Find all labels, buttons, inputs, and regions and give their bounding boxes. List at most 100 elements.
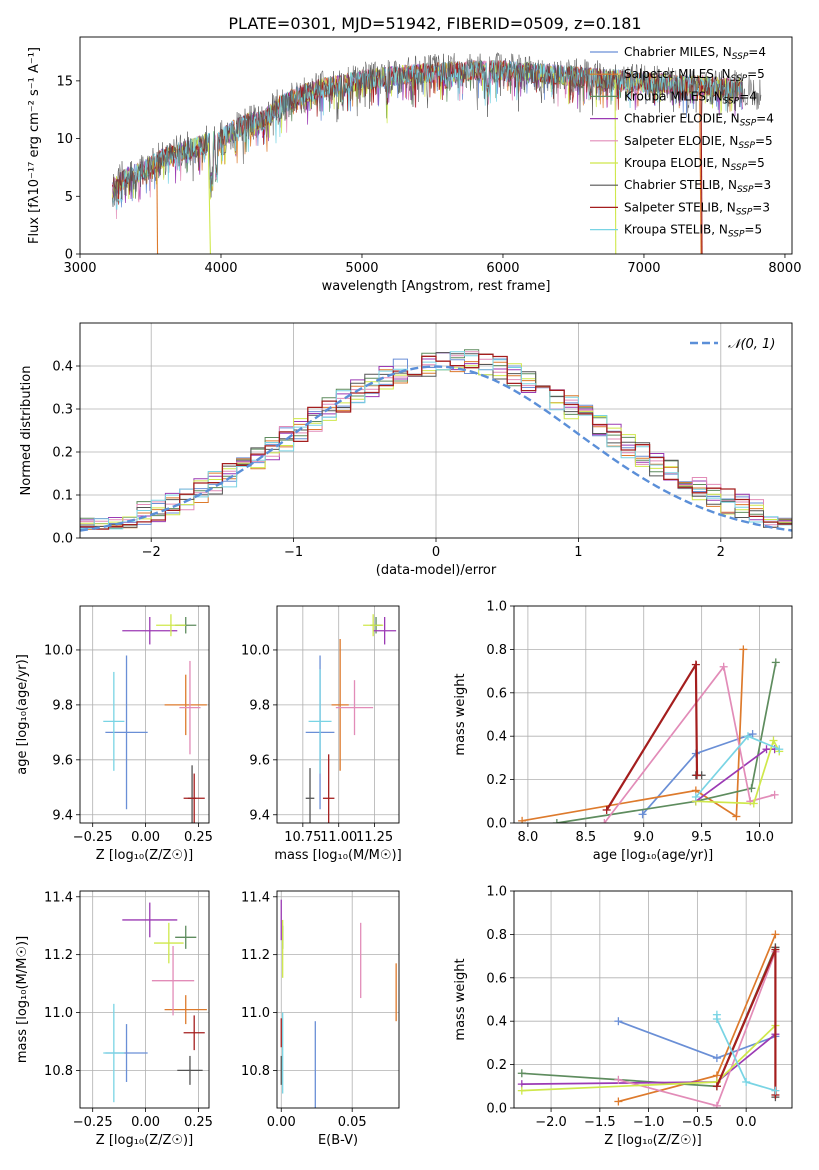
x-tick-label: −0.5 bbox=[682, 1115, 714, 1130]
weight-line-4 bbox=[603, 664, 775, 823]
panel-ebv-mass: 0.00 0.05 10.8 11.0 11.2 11.4 E(B-V) bbox=[241, 890, 400, 1148]
y-tick-label: 0.2 bbox=[486, 1058, 507, 1073]
panel-residuals: −2 −1 0 1 2 0.0 0.1 0.2 0.3 0.4 (data-model)/error… bbox=[19, 322, 793, 578]
y-tick-label: 10.8 bbox=[241, 1064, 270, 1079]
axes-frame bbox=[513, 605, 793, 824]
x-tick-label: 8000 bbox=[768, 261, 801, 276]
y-tick-label: 9.6 bbox=[52, 753, 73, 768]
x-tick-label: −1 bbox=[284, 545, 303, 560]
residual-histogram-7 bbox=[80, 353, 792, 530]
plot-area bbox=[112, 52, 762, 254]
x-axis-label: (data-model)/error bbox=[376, 563, 497, 578]
x-tick-label: 6000 bbox=[486, 261, 519, 276]
y-tick-label: 11.2 bbox=[44, 948, 73, 963]
x-tick-label: 0.25 bbox=[184, 1115, 213, 1130]
legend-label: Salpeter STELIB, NSSP=3 bbox=[624, 200, 770, 217]
x-tick-label: 0 bbox=[432, 545, 440, 560]
y-tick-label: 0.4 bbox=[52, 360, 73, 375]
spectrum-edge bbox=[156, 162, 159, 254]
y-axis-label: mass weight bbox=[453, 958, 468, 1040]
spectrum-edge bbox=[207, 142, 211, 254]
x-tick-label: 3000 bbox=[63, 261, 96, 276]
axes-frame bbox=[513, 890, 793, 1109]
x-tick-label: 10.0 bbox=[745, 830, 774, 845]
x-axis-label: E(B-V) bbox=[318, 1133, 358, 1148]
y-tick-label: 11.4 bbox=[44, 890, 73, 905]
x-tick-label: 8.5 bbox=[575, 830, 596, 845]
y-tick-label: 10.8 bbox=[44, 1064, 73, 1079]
axes-frame bbox=[79, 890, 210, 1109]
x-tick-label: −2.0 bbox=[535, 1115, 567, 1130]
legend-label: Salpeter ELODIE, NSSP=5 bbox=[624, 134, 773, 151]
y-axis-label: Normed distribution bbox=[19, 366, 34, 496]
y-tick-label: 0.4 bbox=[486, 1015, 507, 1030]
y-tick-label: 11.4 bbox=[241, 890, 270, 905]
x-axis-label: Z [log₁₀(Z/Z☉)] bbox=[96, 1133, 193, 1148]
x-tick-label: 9.5 bbox=[691, 830, 712, 845]
legend-label: Salpeter MILES, NSSP=5 bbox=[624, 67, 765, 84]
weight-line-1 bbox=[618, 934, 777, 1103]
y-tick-label: 10.0 bbox=[44, 643, 73, 658]
y-tick-label: 0.1 bbox=[52, 489, 73, 504]
panel-z-mass: −0.25 0.00 0.25 10.8 11.0 11.2 11.4 Z [log₁₀(Z/… bbox=[15, 890, 213, 1148]
x-tick-label: 5000 bbox=[345, 261, 378, 276]
plot-area bbox=[518, 645, 784, 823]
y-tick-label: 9.4 bbox=[52, 808, 73, 823]
weight-line-5 bbox=[695, 738, 781, 805]
x-tick-label: 0.00 bbox=[131, 830, 160, 845]
x-axis-label: Z [log₁₀(Z/Z☉)] bbox=[604, 1133, 701, 1148]
legend-label: Kroupa STELIB, NSSP=5 bbox=[624, 223, 762, 240]
plot-area bbox=[280, 899, 397, 1108]
y-tick-label: 0.3 bbox=[52, 403, 73, 418]
x-tick-label: 8.0 bbox=[518, 830, 539, 845]
axes-frame bbox=[276, 890, 400, 1109]
y-axis-label: mass [log₁₀(M/M☉)] bbox=[15, 936, 30, 1063]
normal-curve bbox=[80, 365, 792, 532]
y-tick-label: 0.4 bbox=[486, 730, 507, 745]
panel-z-age: −0.25 0.00 0.25 9.4 9.6 9.8 10.0 Z [log₁₀(Z/Z☉)… bbox=[15, 605, 213, 863]
axes-frame bbox=[276, 605, 400, 824]
x-axis-label: Z [log₁₀(Z/Z☉)] bbox=[96, 848, 193, 863]
y-tick-label: 0.0 bbox=[486, 817, 507, 832]
x-tick-label: 11.25 bbox=[356, 830, 393, 845]
x-tick-label: 2 bbox=[717, 545, 725, 560]
x-tick-label: 10.75 bbox=[284, 830, 321, 845]
y-axis-label: Flux [fλ10⁻¹⁷ erg cm⁻² s⁻¹ A⁻¹] bbox=[27, 47, 42, 244]
y-tick-label: 0 bbox=[65, 248, 73, 263]
x-tick-label: −1.5 bbox=[584, 1115, 616, 1130]
x-tick-label: −1.0 bbox=[633, 1115, 665, 1130]
y-tick-label: 11.0 bbox=[44, 1006, 73, 1021]
x-tick-label: 9.0 bbox=[633, 830, 654, 845]
y-tick-label: 1.0 bbox=[486, 885, 507, 900]
y-tick-label: 9.8 bbox=[249, 698, 270, 713]
x-tick-label: 0.05 bbox=[338, 1115, 367, 1130]
weight-line-2 bbox=[556, 662, 777, 823]
x-tick-label: −2 bbox=[142, 545, 161, 560]
plot-area bbox=[80, 349, 792, 532]
panels: 3000 4000 5000 6000 7000 8000051015wavelength… bbox=[15, 36, 801, 1148]
y-tick-label: 0.8 bbox=[486, 643, 507, 658]
y-tick-label: 0.0 bbox=[486, 1102, 507, 1117]
spectrum-edge bbox=[614, 79, 617, 254]
y-tick-label: 0.2 bbox=[486, 773, 507, 788]
axes-frame bbox=[79, 605, 210, 824]
panel-spectrum: 3000 4000 5000 6000 7000 8000 0 5 10 15 wavelength… bbox=[27, 36, 801, 294]
y-tick-label: 0.0 bbox=[52, 532, 73, 547]
weight-line-1 bbox=[521, 649, 745, 822]
y-tick-label: 11.0 bbox=[241, 1006, 270, 1021]
x-tick-label: 0.00 bbox=[131, 1115, 160, 1130]
x-axis-label: mass [log₁₀(M/M☉)] bbox=[274, 848, 401, 863]
spectrum-edge bbox=[700, 85, 703, 254]
spectrum-legend: Chabrier MILES, NSSP=4 Salpeter MILES, NS… bbox=[590, 45, 774, 240]
y-tick-label: 0.6 bbox=[486, 971, 507, 986]
x-tick-label: 7000 bbox=[627, 261, 660, 276]
legend-label: 𝒩(0, 1) bbox=[728, 337, 775, 352]
x-tick-label: −0.25 bbox=[73, 830, 113, 845]
spectrum-edge bbox=[699, 85, 702, 254]
y-tick-label: 1.0 bbox=[486, 600, 507, 615]
y-tick-label: 10.0 bbox=[241, 643, 270, 658]
spectrum-line-8 bbox=[112, 60, 743, 210]
spectrum-line-6 bbox=[112, 52, 762, 207]
